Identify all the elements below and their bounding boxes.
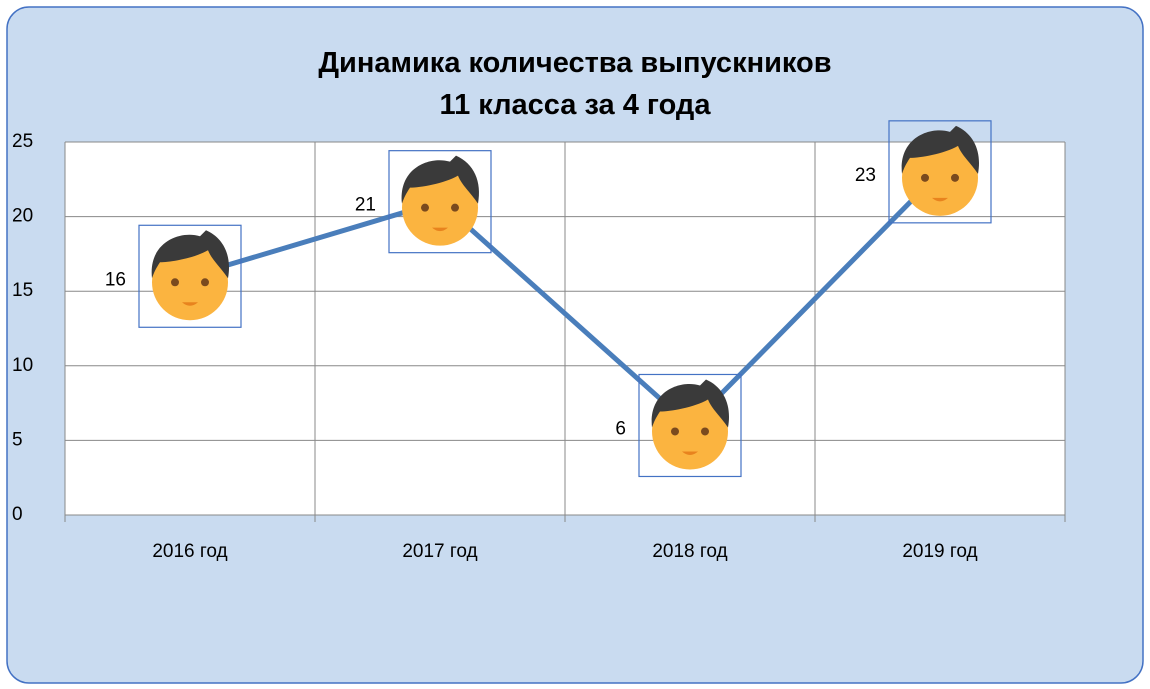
face (152, 244, 228, 321)
y-tick-label: 5 (12, 429, 23, 450)
x-tick-label: 2019 год (902, 541, 977, 562)
mouth (682, 451, 698, 455)
marker-box (138, 224, 242, 328)
x-tick-label: 2018 год (652, 541, 727, 562)
eye (671, 427, 679, 436)
data-label: 23 (855, 165, 876, 186)
series-line (189, 170, 942, 429)
face-marker (638, 373, 742, 478)
face-marker (388, 150, 492, 254)
y-tick-label: 15 (12, 280, 33, 301)
face-marker (888, 120, 992, 224)
data-label: 6 (615, 418, 626, 439)
hair (151, 230, 230, 279)
chart-title: Динамика количества выпускников 11 класс… (318, 47, 832, 121)
hair (651, 379, 730, 428)
x-tick-label: 2017 год (402, 541, 477, 562)
mouth (932, 197, 948, 202)
mouth (432, 227, 448, 232)
data-label: 21 (355, 195, 376, 216)
data-label: 16 (105, 269, 126, 290)
x-tick-label: 2016 год (152, 541, 227, 562)
face-marker (138, 224, 242, 328)
hair (901, 125, 980, 174)
hair (401, 155, 480, 204)
face (402, 169, 478, 246)
y-tick-label: 25 (12, 131, 33, 152)
eye (421, 203, 429, 212)
eye (921, 173, 929, 182)
y-tick-label: 20 (12, 206, 33, 227)
eye (701, 427, 709, 436)
marker-box (888, 120, 992, 224)
marker-box (388, 150, 492, 254)
eye (171, 278, 179, 287)
face (652, 393, 728, 470)
eye (201, 278, 209, 287)
eye (451, 203, 459, 212)
eye (951, 173, 959, 182)
face (902, 139, 978, 216)
marker-box (638, 373, 742, 478)
y-tick-label: 10 (12, 355, 33, 376)
mouth (182, 302, 198, 306)
y-tick-label: 0 (12, 504, 23, 525)
